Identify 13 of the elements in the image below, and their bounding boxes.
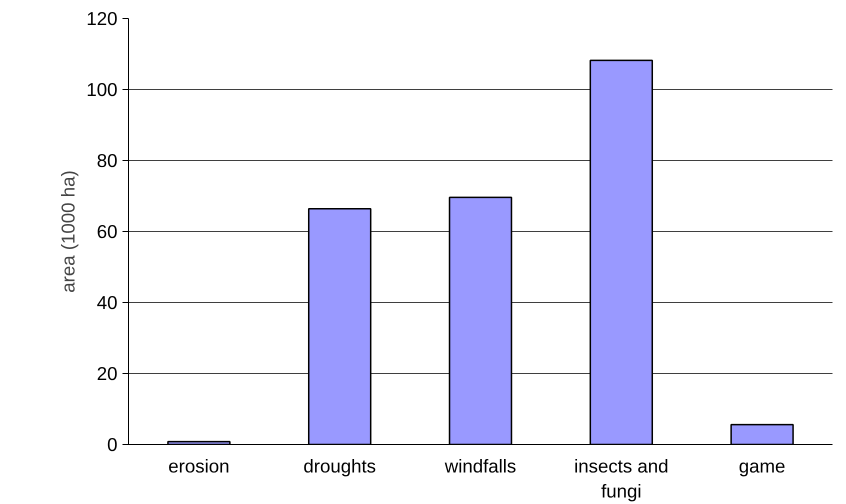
y-tick-label: 100 <box>86 79 118 100</box>
y-tick-label: 120 <box>86 8 118 29</box>
x-tick-label: windfalls <box>444 456 516 476</box>
y-tick-label: 0 <box>107 434 118 455</box>
y-axis-title: area (1000 ha) <box>57 170 78 293</box>
x-tick-label: insects and fungi <box>574 456 668 502</box>
y-tick-label: 20 <box>96 363 118 384</box>
y-tick-label: 60 <box>96 221 118 242</box>
x-tick-label: droughts <box>303 456 376 476</box>
y-tick-label: 40 <box>96 292 118 313</box>
y-tick-label: 80 <box>96 150 118 171</box>
x-tick-label: game <box>738 456 786 476</box>
x-tick-label: erosion <box>168 456 230 476</box>
